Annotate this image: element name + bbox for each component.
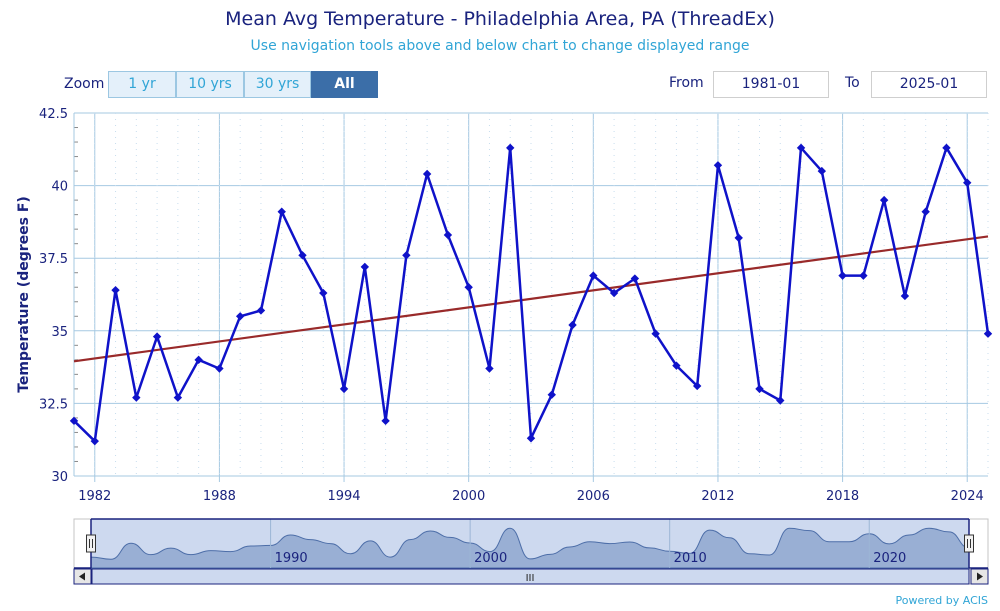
handle-grip (86, 534, 96, 553)
data-point (609, 288, 619, 298)
temperature-series (69, 143, 993, 446)
data-point (422, 169, 432, 179)
credits-link[interactable]: Powered by ACIS (895, 594, 989, 607)
arrow-right-icon (977, 572, 983, 581)
data-point (568, 320, 577, 330)
y-tick-label: 42.5 (39, 107, 68, 122)
chart-title: Mean Avg Temperature - Philadelphia Area… (225, 8, 775, 30)
data-point (672, 361, 681, 370)
data-point (443, 230, 453, 240)
data-point (859, 271, 868, 280)
navigator-tick-label: 2020 (873, 551, 906, 566)
data-point (838, 271, 847, 280)
data-point (755, 384, 764, 394)
navigator-tick-label: 2010 (674, 551, 707, 566)
data-point (173, 393, 183, 402)
data-point (734, 233, 743, 243)
data-point (817, 166, 827, 176)
data-point (90, 436, 99, 446)
data-point (235, 312, 245, 321)
navigator-handle-left[interactable] (86, 534, 96, 553)
x-tick-label: 1994 (327, 489, 360, 504)
data-point (360, 262, 370, 272)
navigator-scrollbar[interactable]: III (73, 568, 989, 585)
zoom-10yrs-button[interactable]: 10 yrs (176, 71, 244, 98)
data-point (942, 143, 951, 153)
data-point (298, 251, 307, 260)
data-point (194, 355, 203, 365)
y-tick-label: 37.5 (39, 252, 68, 267)
y-tick-label: 35 (51, 325, 68, 340)
x-tick-label: 1982 (78, 489, 111, 504)
scrollbar-grip: III (526, 573, 535, 584)
x-tick-label: 2012 (701, 489, 734, 504)
to-label: To (845, 75, 860, 91)
data-point (630, 274, 640, 283)
data-point (111, 285, 120, 295)
trend-line-segment (73, 235, 989, 363)
navigator-tick-label: 1990 (275, 551, 308, 566)
data-point (464, 283, 473, 292)
data-point (132, 393, 141, 402)
x-tick-label: 2018 (826, 489, 859, 504)
data-point (651, 329, 660, 338)
data-point (506, 143, 515, 153)
zoom-1yr-button[interactable]: 1 yr (108, 71, 176, 98)
to-date-input[interactable]: 2025-01 (871, 71, 987, 98)
x-tick-label: 2024 (951, 489, 984, 504)
data-point (776, 396, 785, 405)
navigator[interactable]: 1990 2000 2010 2020 III (73, 518, 989, 585)
from-date-input[interactable]: 1981-01 (713, 71, 829, 98)
y-tick-label: 40 (51, 180, 68, 195)
data-point (215, 364, 224, 373)
y-axis-label: Temperature (degrees F) (16, 196, 32, 393)
data-point (589, 271, 598, 280)
data-point (921, 207, 930, 216)
x-tick-label: 1988 (203, 489, 236, 504)
data-point (256, 306, 266, 315)
zoom-all-button[interactable]: All (311, 71, 378, 98)
y-tick-label: 30 (51, 470, 68, 485)
data-point (879, 195, 889, 205)
navigator-handle-right[interactable] (964, 534, 974, 553)
x-tick-label: 2006 (577, 489, 610, 504)
data-point (319, 288, 328, 298)
data-point (277, 207, 286, 216)
zoom-label: Zoom (64, 76, 105, 92)
data-point (152, 332, 162, 341)
axes: 30 32.5 35 37.5 40 42.5 1982 1988 1994 2000 2006 20… (16, 107, 988, 504)
trend-line (73, 235, 989, 363)
from-label: From (669, 75, 704, 91)
data-point (526, 434, 536, 443)
arrow-left-icon (79, 572, 85, 581)
data-point (900, 291, 910, 301)
navigator-tick-label: 2000 (474, 551, 507, 566)
data-point (485, 364, 494, 373)
x-tick-label: 2000 (452, 489, 485, 504)
data-point (339, 384, 349, 394)
chart-subtitle: Use navigation tools above and below cha… (250, 38, 750, 54)
zoom-30yrs-button[interactable]: 30 yrs (244, 71, 311, 98)
data-point (381, 416, 390, 426)
data-point (713, 161, 723, 170)
data-point (402, 251, 411, 260)
data-point (692, 381, 702, 391)
scrollbar-thumb (91, 568, 970, 585)
data-point (796, 143, 806, 153)
data-point (547, 390, 556, 399)
data-point (963, 178, 972, 187)
handle-grip (964, 534, 974, 553)
navigator-area (90, 527, 970, 569)
y-tick-label: 32.5 (39, 397, 68, 412)
data-point (983, 329, 993, 338)
data-point (69, 416, 79, 426)
